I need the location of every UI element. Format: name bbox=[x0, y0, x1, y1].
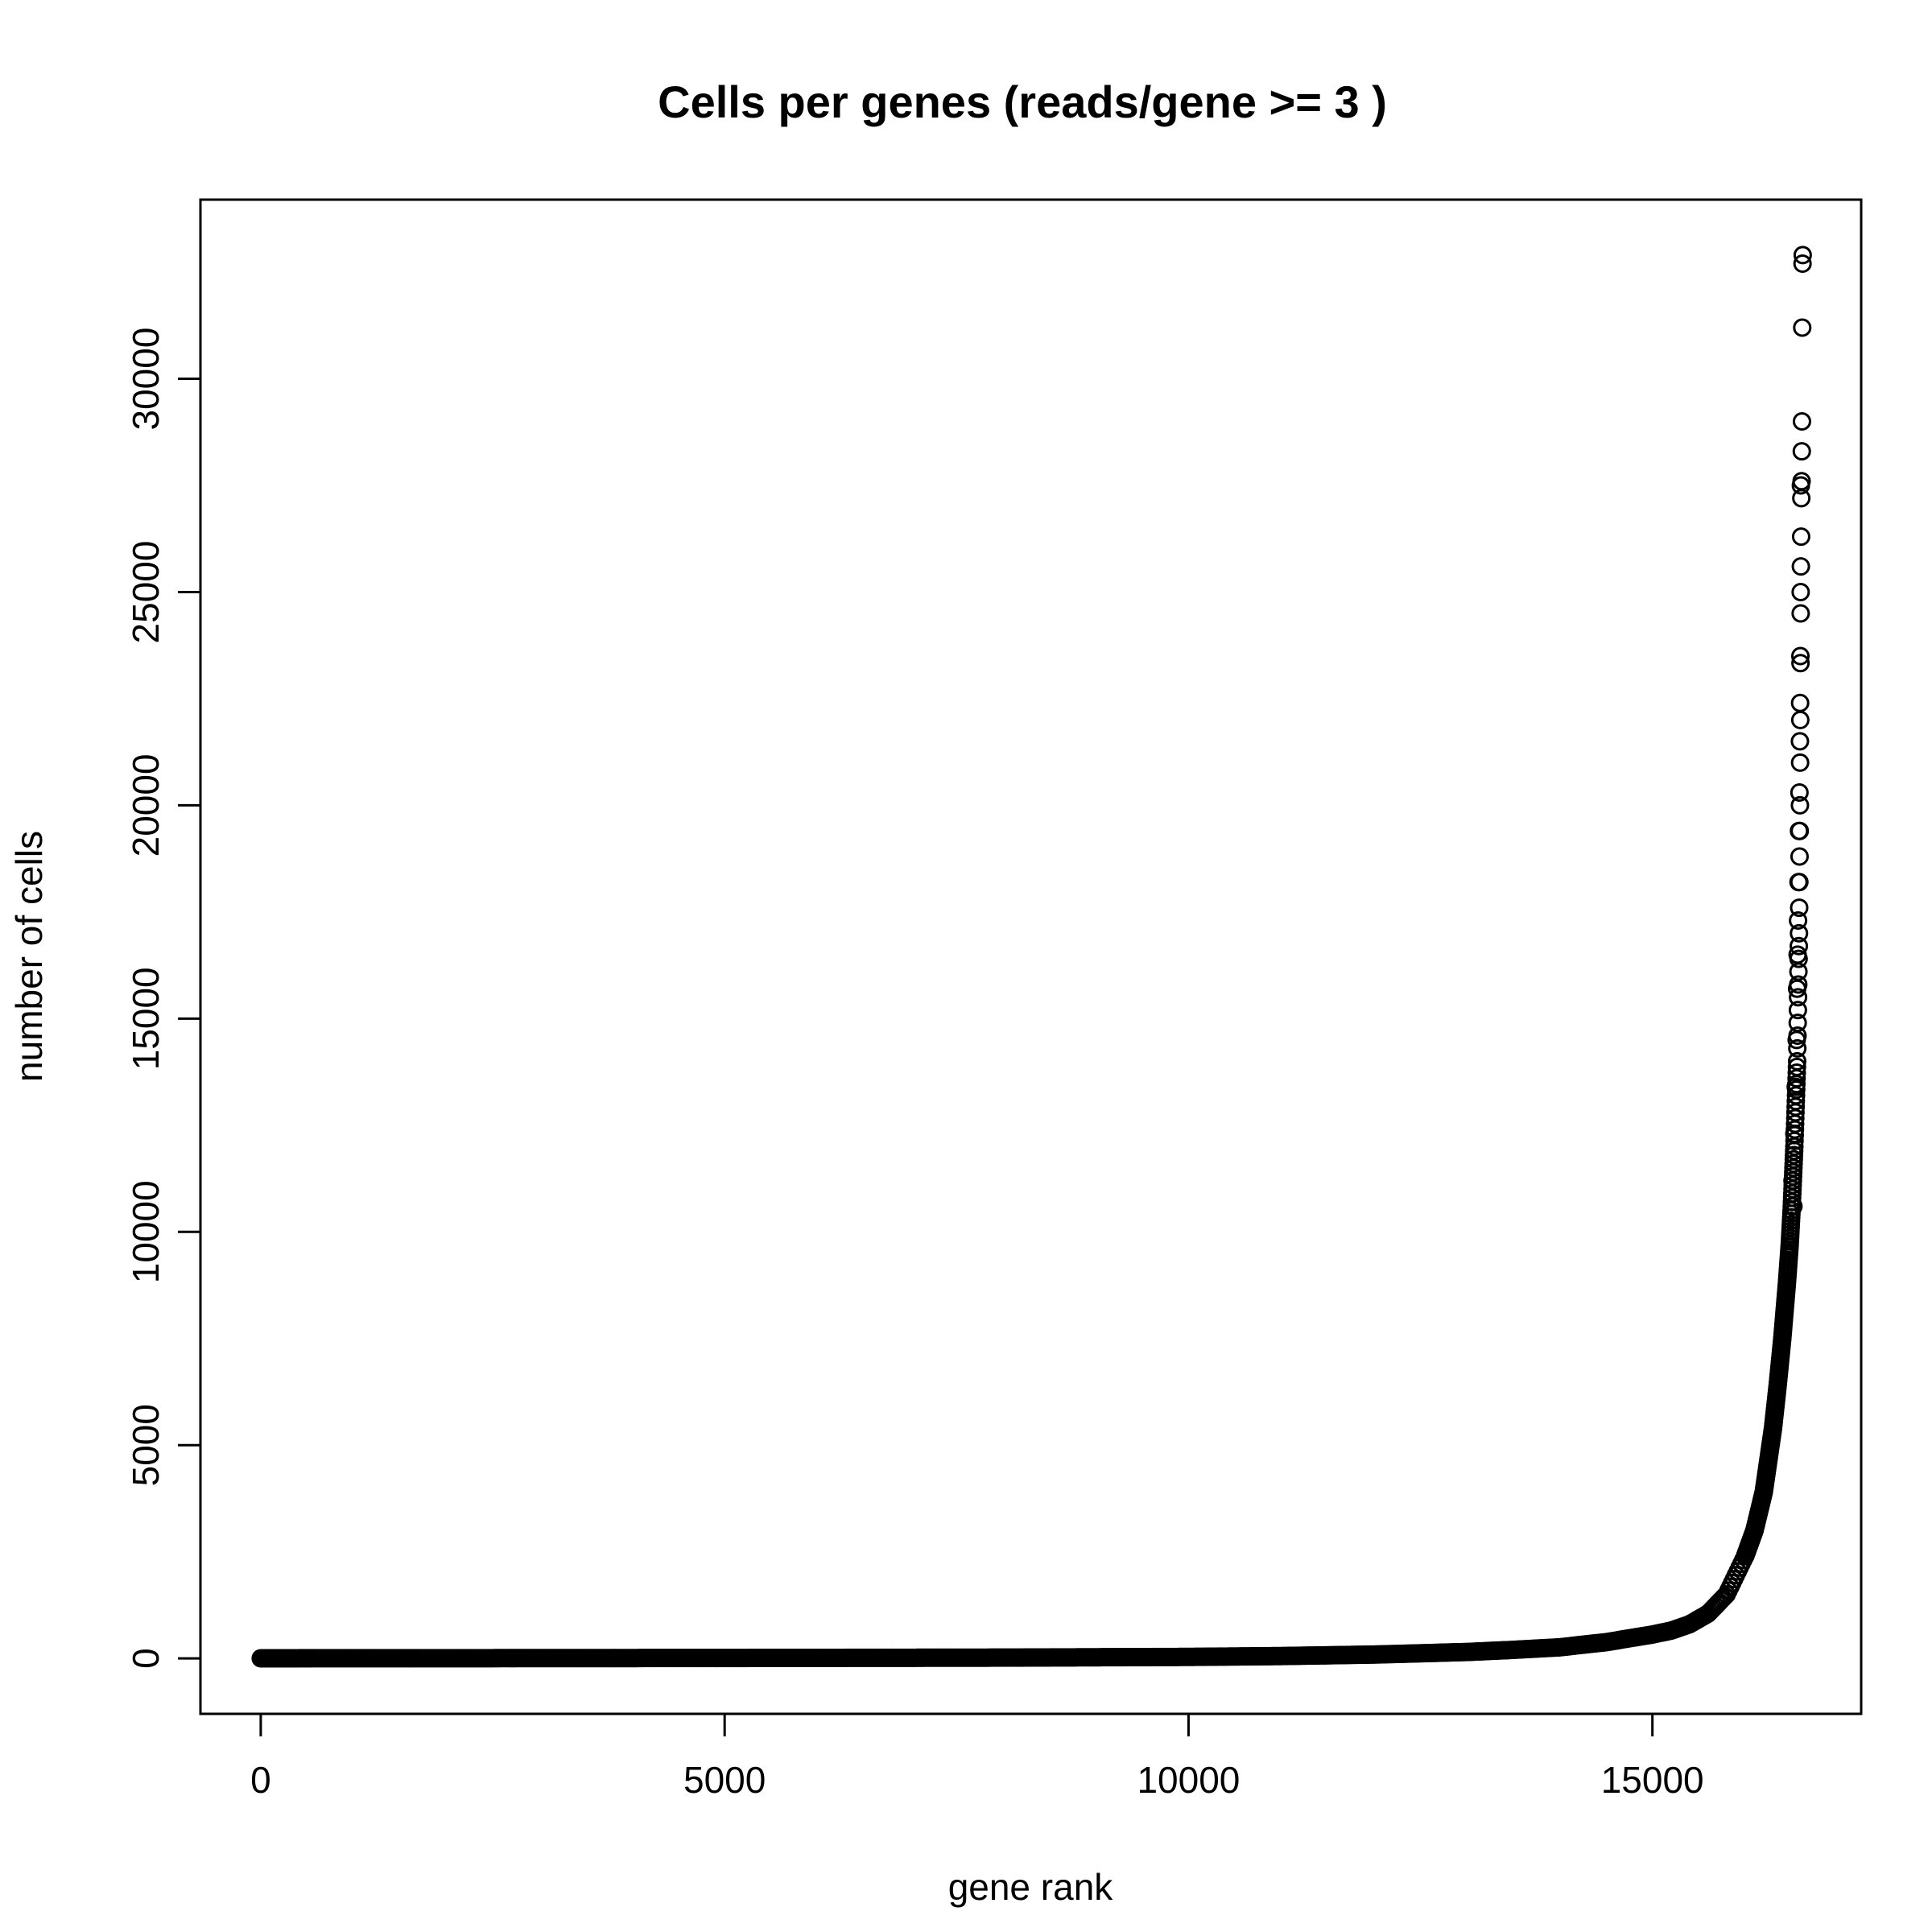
chart-title: Cells per genes (reads/gene >= 3 ) bbox=[658, 76, 1387, 127]
data-point bbox=[1790, 936, 1809, 956]
data-point bbox=[1787, 1057, 1806, 1076]
data-point bbox=[1783, 1171, 1802, 1191]
data-point bbox=[1792, 472, 1811, 491]
data-point bbox=[1793, 254, 1812, 273]
x-tick-label: 0 bbox=[250, 1759, 271, 1801]
data-point bbox=[1787, 1030, 1806, 1050]
data-point bbox=[1789, 988, 1808, 1007]
x-axis-label: gene rank bbox=[948, 1866, 1114, 1908]
data-point bbox=[1791, 654, 1810, 673]
plot-frame bbox=[199, 198, 1863, 1715]
y-tick-label: 30000 bbox=[125, 328, 167, 431]
data-point bbox=[1790, 898, 1809, 918]
data-point bbox=[1790, 821, 1809, 840]
data-point bbox=[1789, 873, 1808, 892]
data-point bbox=[1790, 753, 1810, 772]
data-point bbox=[1787, 979, 1806, 998]
data-point bbox=[1793, 246, 1812, 265]
y-tick-label: 0 bbox=[125, 1648, 167, 1669]
data-point bbox=[1790, 783, 1809, 803]
data-point bbox=[1790, 795, 1810, 815]
data-point bbox=[1787, 1051, 1806, 1071]
data-point bbox=[1789, 910, 1808, 930]
data-point bbox=[1792, 412, 1811, 431]
x-tick-label: 10000 bbox=[1137, 1759, 1240, 1801]
y-axis: 0 5000 10000 15000 20000 25000 30000 bbox=[125, 328, 202, 1669]
data-point bbox=[1790, 710, 1810, 729]
y-axis-label: number of cells bbox=[8, 831, 50, 1082]
data-point bbox=[1792, 442, 1811, 461]
x-tick-label: 5000 bbox=[683, 1759, 766, 1801]
data-point bbox=[1788, 945, 1807, 964]
data-point bbox=[1784, 1196, 1803, 1216]
data-point bbox=[1793, 318, 1812, 337]
data-point bbox=[1788, 1038, 1807, 1058]
data-point bbox=[1791, 527, 1810, 547]
x-tick-label: 15000 bbox=[1601, 1759, 1704, 1801]
y-tick-label: 10000 bbox=[125, 1180, 167, 1283]
y-tick-label: 5000 bbox=[125, 1404, 167, 1486]
data-point bbox=[1791, 604, 1810, 623]
y-tick-label: 15000 bbox=[125, 967, 167, 1070]
data-point bbox=[1790, 693, 1810, 712]
data-point bbox=[1791, 557, 1810, 576]
data-point bbox=[1788, 1001, 1807, 1020]
y-tick-label: 20000 bbox=[125, 753, 167, 857]
data-point bbox=[1790, 847, 1809, 866]
data-point bbox=[1786, 1077, 1806, 1096]
data-point bbox=[1787, 1063, 1806, 1082]
y-tick-label: 25000 bbox=[125, 541, 167, 644]
data-points bbox=[251, 246, 1812, 1668]
data-point bbox=[1791, 582, 1810, 601]
data-point bbox=[1791, 646, 1810, 666]
data-point bbox=[1790, 732, 1810, 751]
data-point bbox=[1785, 1124, 1804, 1143]
data-point bbox=[1790, 923, 1809, 943]
x-axis: 0 5000 10000 15000 bbox=[250, 1712, 1704, 1801]
